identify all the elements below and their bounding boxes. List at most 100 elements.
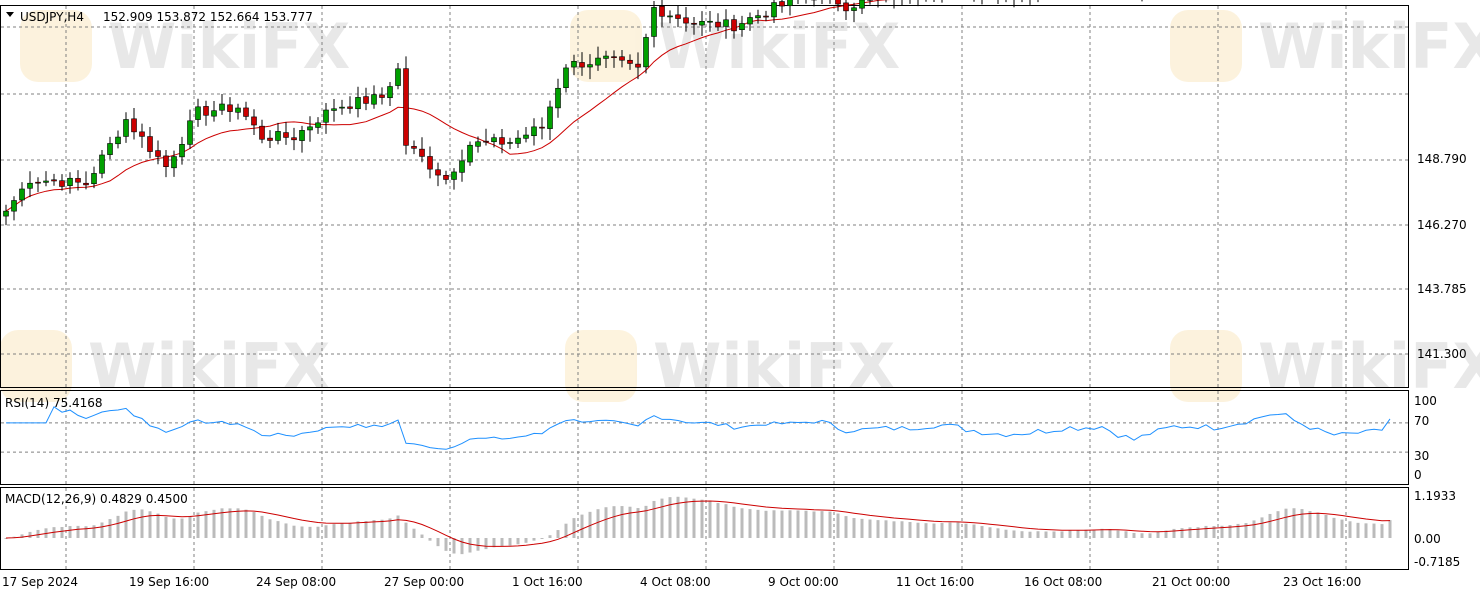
macd-histogram-bar xyxy=(1292,508,1296,538)
macd-histogram-bar xyxy=(740,508,744,538)
macd-axis: 1.1933 0.00 -0.7185 xyxy=(1414,489,1460,569)
candle xyxy=(179,136,185,165)
bear-candle-body xyxy=(227,104,233,112)
candle xyxy=(203,100,209,126)
macd-tick-label: 1.1933 xyxy=(1414,489,1456,503)
macd-histogram-bar xyxy=(508,538,512,546)
bear-candle-body xyxy=(683,17,689,24)
candle xyxy=(1013,0,1015,8)
macd-histogram-bar xyxy=(748,509,752,538)
macd-histogram-bar xyxy=(172,518,176,538)
candle xyxy=(611,50,617,68)
macd-histogram-bar xyxy=(1388,520,1392,538)
macd-histogram-bar xyxy=(564,523,568,538)
macd-histogram-bar xyxy=(916,522,920,538)
wikifx-watermark-text: WikiFX xyxy=(88,330,330,403)
macd-histogram-bar xyxy=(1252,520,1256,538)
macd-histogram-bar xyxy=(532,538,536,541)
bear-candle-body xyxy=(627,59,633,64)
macd-histogram-bar xyxy=(1260,517,1264,538)
candle xyxy=(131,108,137,140)
candle xyxy=(867,0,873,5)
macd-histogram-bar xyxy=(308,526,312,538)
macd-histogram-bar xyxy=(628,506,632,538)
macd-histogram-bar xyxy=(180,518,184,538)
macd-title: MACD(12,26,9) 0.4829 0.4500 xyxy=(5,492,188,506)
macd-histogram-bar xyxy=(148,511,152,538)
candle xyxy=(387,82,393,106)
macd-histogram-bar xyxy=(1244,523,1248,538)
time-label: 21 Oct 00:00 xyxy=(1152,575,1230,589)
macd-histogram-bar xyxy=(196,512,200,538)
macd-histogram-bar xyxy=(1028,531,1032,538)
macd-histogram-bar xyxy=(1324,514,1328,538)
bear-candle-body xyxy=(611,56,617,59)
rsi-title: RSI(14) 75.4168 xyxy=(5,396,103,410)
macd-histogram-bar xyxy=(1084,529,1088,538)
candle xyxy=(483,128,489,146)
candle xyxy=(917,0,919,7)
macd-histogram-bar xyxy=(596,509,600,538)
macd-histogram-bar xyxy=(580,514,584,538)
macd-histogram-bar xyxy=(988,527,992,538)
bull-candle-body xyxy=(3,210,9,217)
macd-histogram-bar xyxy=(244,509,248,538)
price-tick-label: 148.790 xyxy=(1417,152,1467,166)
rsi-panel[interactable] xyxy=(0,390,1409,485)
macd-histogram-bar xyxy=(1380,524,1384,538)
bull-candle-body xyxy=(27,182,33,189)
bear-candle-body xyxy=(139,131,145,137)
candle xyxy=(555,78,561,118)
candle xyxy=(419,137,425,163)
rsi-tick-label: 0 xyxy=(1414,468,1422,482)
candle xyxy=(659,0,665,27)
macd-histogram-bar xyxy=(20,534,24,538)
bear-candle-body xyxy=(51,179,57,182)
macd-histogram-bar xyxy=(228,508,232,538)
price-axis: 148.790 146.270 143.785 141.300 xyxy=(1417,152,1467,361)
candle xyxy=(19,182,25,207)
macd-histogram-bar xyxy=(948,522,952,538)
candles-layer xyxy=(3,0,1143,226)
macd-histogram-bar xyxy=(1092,529,1096,538)
bear-candle-body xyxy=(675,14,681,19)
bear-candle-body xyxy=(731,19,737,32)
bear-candle-body xyxy=(59,180,65,187)
macd-histogram-bar xyxy=(476,538,480,551)
candle xyxy=(779,0,785,13)
macd-histogram-bar xyxy=(964,523,968,538)
candle xyxy=(499,128,505,154)
macd-histogram-bar xyxy=(1204,525,1208,538)
macd-histogram-bar xyxy=(236,508,240,538)
candle xyxy=(123,112,129,143)
candle xyxy=(771,0,777,24)
macd-histogram-bar xyxy=(660,498,664,538)
bear-candle-body xyxy=(763,15,769,18)
moving-average-line xyxy=(5,0,891,212)
bear-candle-body xyxy=(259,125,265,140)
rsi-axis: 100 70 30 0 xyxy=(1414,394,1437,482)
macd-panel[interactable] xyxy=(0,487,1409,570)
bull-candle-body xyxy=(67,177,73,186)
candle xyxy=(627,54,633,70)
candle xyxy=(643,33,649,74)
candle xyxy=(851,2,857,23)
candle xyxy=(91,166,97,189)
bear-candle-body xyxy=(347,106,353,109)
bear-candle-body xyxy=(635,63,641,68)
bull-candle-body xyxy=(451,171,457,180)
wikifx-watermark-layer: WikiFX WikiFX WikiFX WikiFX WikiFX WikiFX xyxy=(0,10,1480,403)
wikifx-badge-icon xyxy=(20,10,92,82)
menu-triangle-icon[interactable] xyxy=(6,12,14,17)
bull-candle-body xyxy=(475,141,481,147)
main-chart-panel[interactable] xyxy=(0,5,1409,388)
candle xyxy=(403,56,409,155)
candle xyxy=(323,102,329,134)
candle xyxy=(691,17,697,35)
candle xyxy=(675,5,681,28)
bull-candle-body xyxy=(723,19,729,27)
bull-candle-body xyxy=(507,142,513,144)
bull-candle-body xyxy=(275,131,281,141)
bull-candle-body xyxy=(235,107,241,113)
